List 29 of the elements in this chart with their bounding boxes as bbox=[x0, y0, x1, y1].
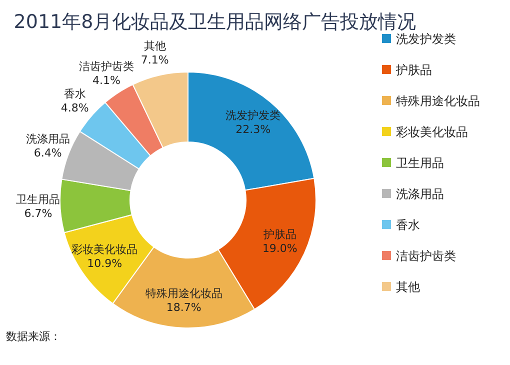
slice-label: 护肤品 bbox=[262, 228, 296, 241]
data-label: 7.1% bbox=[140, 54, 169, 67]
source-note: 数据来源： bbox=[6, 330, 61, 343]
data-label: 19.0% bbox=[262, 242, 298, 255]
data-label: 4.8% bbox=[60, 102, 89, 115]
data-label: 6.4% bbox=[34, 146, 62, 160]
legend-label: 卫生用品 bbox=[396, 156, 444, 170]
data-label: 6.7% bbox=[24, 207, 52, 220]
data-label: 18.7% bbox=[166, 300, 202, 314]
legend-label: 洗发护发类 bbox=[396, 32, 456, 46]
slice-label: 其他 bbox=[144, 40, 166, 53]
legend-label: 彩妆美化妆品 bbox=[396, 125, 468, 139]
slice-label: 洁齿护齿类 bbox=[78, 60, 134, 74]
slice-label: 洗涤用品 bbox=[26, 132, 70, 146]
slice-label: 特殊用途化妆品 bbox=[145, 286, 222, 300]
data-label: 4.1% bbox=[92, 74, 120, 88]
slice-label: 彩妆美化妆品 bbox=[72, 243, 138, 256]
legend-label: 护肤品 bbox=[395, 63, 432, 77]
data-label: 22.3% bbox=[236, 122, 271, 136]
chart-title: 2011年8月化妆品及卫生用品网络广告投放情况 bbox=[14, 11, 416, 33]
slice-label: 洗发护发类 bbox=[226, 108, 281, 122]
slice-label: 香水 bbox=[64, 88, 86, 101]
legend-label: 洗涤用品 bbox=[396, 187, 444, 201]
legend-label: 特殊用途化妆品 bbox=[396, 94, 480, 108]
legend-label: 香水 bbox=[396, 218, 420, 232]
slice-label: 卫生用品 bbox=[16, 193, 60, 206]
legend-label: 其他 bbox=[396, 280, 420, 294]
data-label: 10.9% bbox=[87, 257, 122, 270]
legend-label: 洁齿护齿类 bbox=[396, 249, 456, 263]
